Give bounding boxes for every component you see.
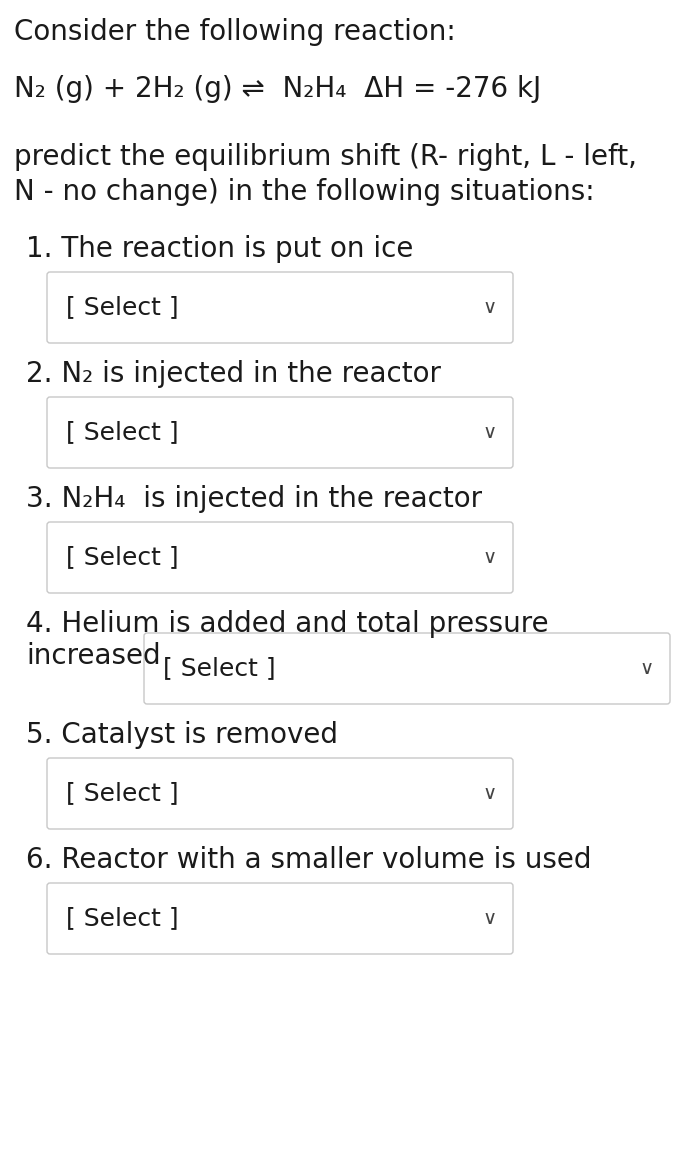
FancyBboxPatch shape [47,522,513,593]
Text: ∨: ∨ [483,423,497,442]
Text: ∨: ∨ [483,298,497,317]
Text: ∨: ∨ [483,784,497,803]
Text: 1. The reaction is put on ice: 1. The reaction is put on ice [26,235,414,264]
Text: [ Select ]: [ Select ] [66,546,178,570]
Text: N - no change) in the following situations:: N - no change) in the following situatio… [14,178,595,205]
FancyBboxPatch shape [47,884,513,954]
Text: predict the equilibrium shift (R- right, L - left,: predict the equilibrium shift (R- right,… [14,143,637,171]
FancyBboxPatch shape [144,633,670,704]
Text: [ Select ]: [ Select ] [66,420,178,445]
Text: Consider the following reaction:: Consider the following reaction: [14,19,456,46]
FancyBboxPatch shape [47,397,513,468]
Text: ∨: ∨ [640,659,654,678]
FancyBboxPatch shape [47,758,513,829]
Text: increased: increased [26,642,161,670]
Text: [ Select ]: [ Select ] [66,907,178,930]
Text: ∨: ∨ [483,548,497,567]
Text: ∨: ∨ [483,909,497,928]
Text: [ Select ]: [ Select ] [66,781,178,806]
Text: 6. Reactor with a smaller volume is used: 6. Reactor with a smaller volume is used [26,846,591,874]
Text: 5. Catalyst is removed: 5. Catalyst is removed [26,721,338,749]
Text: 4. Helium is added and total pressure: 4. Helium is added and total pressure [26,610,549,639]
FancyBboxPatch shape [47,272,513,342]
Text: [ Select ]: [ Select ] [66,296,178,319]
Text: [ Select ]: [ Select ] [163,656,276,680]
Text: 2. N₂ is injected in the reactor: 2. N₂ is injected in the reactor [26,360,441,388]
Text: N₂ (g) + 2H₂ (g) ⇌  N₂H₄  ΔH = -276 kJ: N₂ (g) + 2H₂ (g) ⇌ N₂H₄ ΔH = -276 kJ [14,75,541,103]
Text: 3. N₂H₄  is injected in the reactor: 3. N₂H₄ is injected in the reactor [26,485,482,513]
